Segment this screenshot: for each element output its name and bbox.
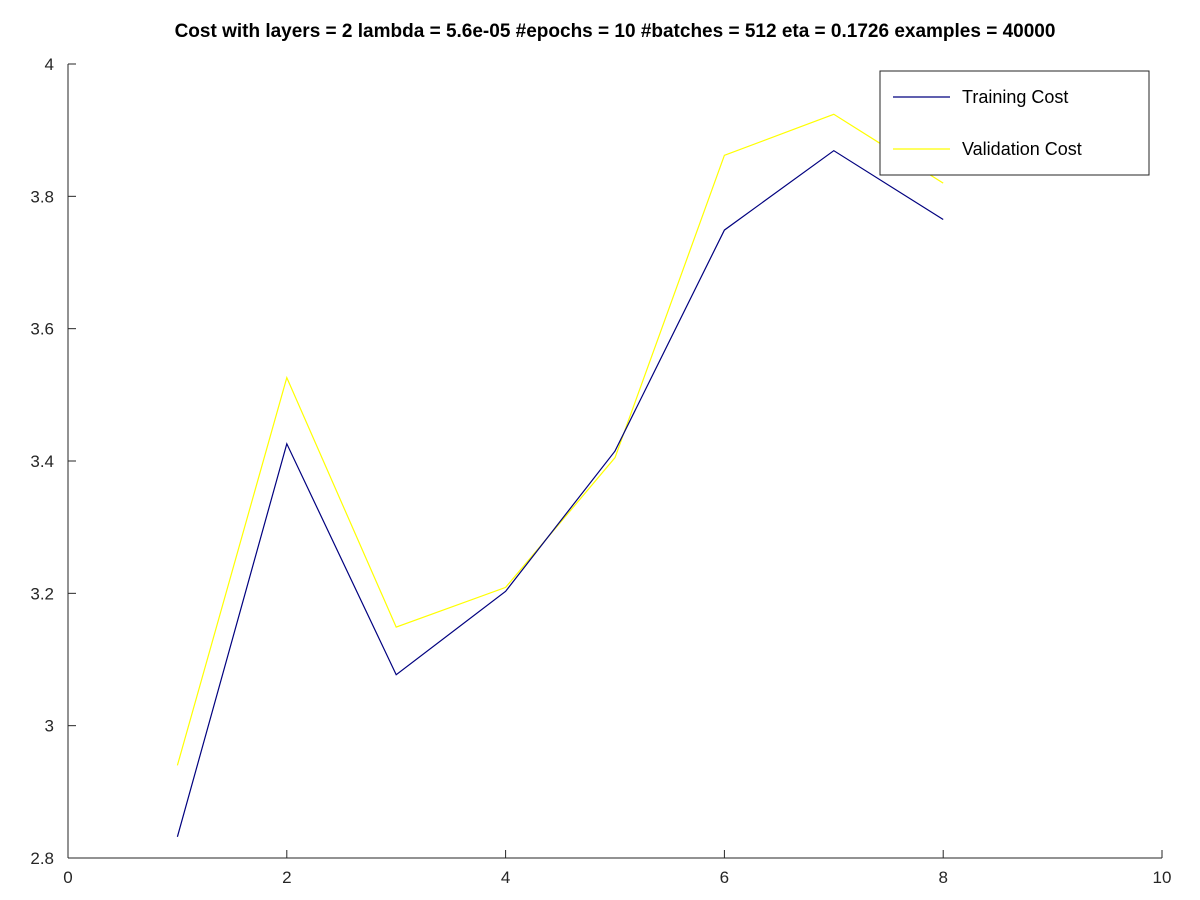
x-tick-label: 6 <box>720 868 729 887</box>
y-tick-label: 3.4 <box>30 452 54 471</box>
y-tick-label: 2.8 <box>30 849 54 868</box>
series-line-validation-cost <box>176 113 944 766</box>
axes: 0 2 4 6 8 10 2.8 3 3.2 3.4 3.6 3.8 4 <box>30 55 1171 887</box>
y-tick-label: 3.8 <box>30 187 54 206</box>
x-tick-label: 8 <box>938 868 947 887</box>
legend-label: Validation Cost <box>962 139 1082 159</box>
legend-box <box>879 70 1150 176</box>
series-lines <box>176 113 944 837</box>
x-tick-label: 0 <box>63 868 72 887</box>
legend: Training Cost Validation Cost <box>879 70 1150 176</box>
y-tick-label: 4 <box>45 55 54 74</box>
y-tick-label: 3.6 <box>30 320 54 339</box>
legend-label: Training Cost <box>962 87 1068 107</box>
y-tick-label: 3.2 <box>30 584 54 603</box>
x-tick-label: 2 <box>282 868 291 887</box>
x-tick-label: 4 <box>501 868 510 887</box>
chart-title: Cost with layers = 2 lambda = 5.6e-05 #e… <box>175 21 1056 42</box>
series-line-training-cost <box>176 149 944 837</box>
x-tick-label: 10 <box>1153 868 1172 887</box>
y-tick-label: 3 <box>45 717 54 736</box>
